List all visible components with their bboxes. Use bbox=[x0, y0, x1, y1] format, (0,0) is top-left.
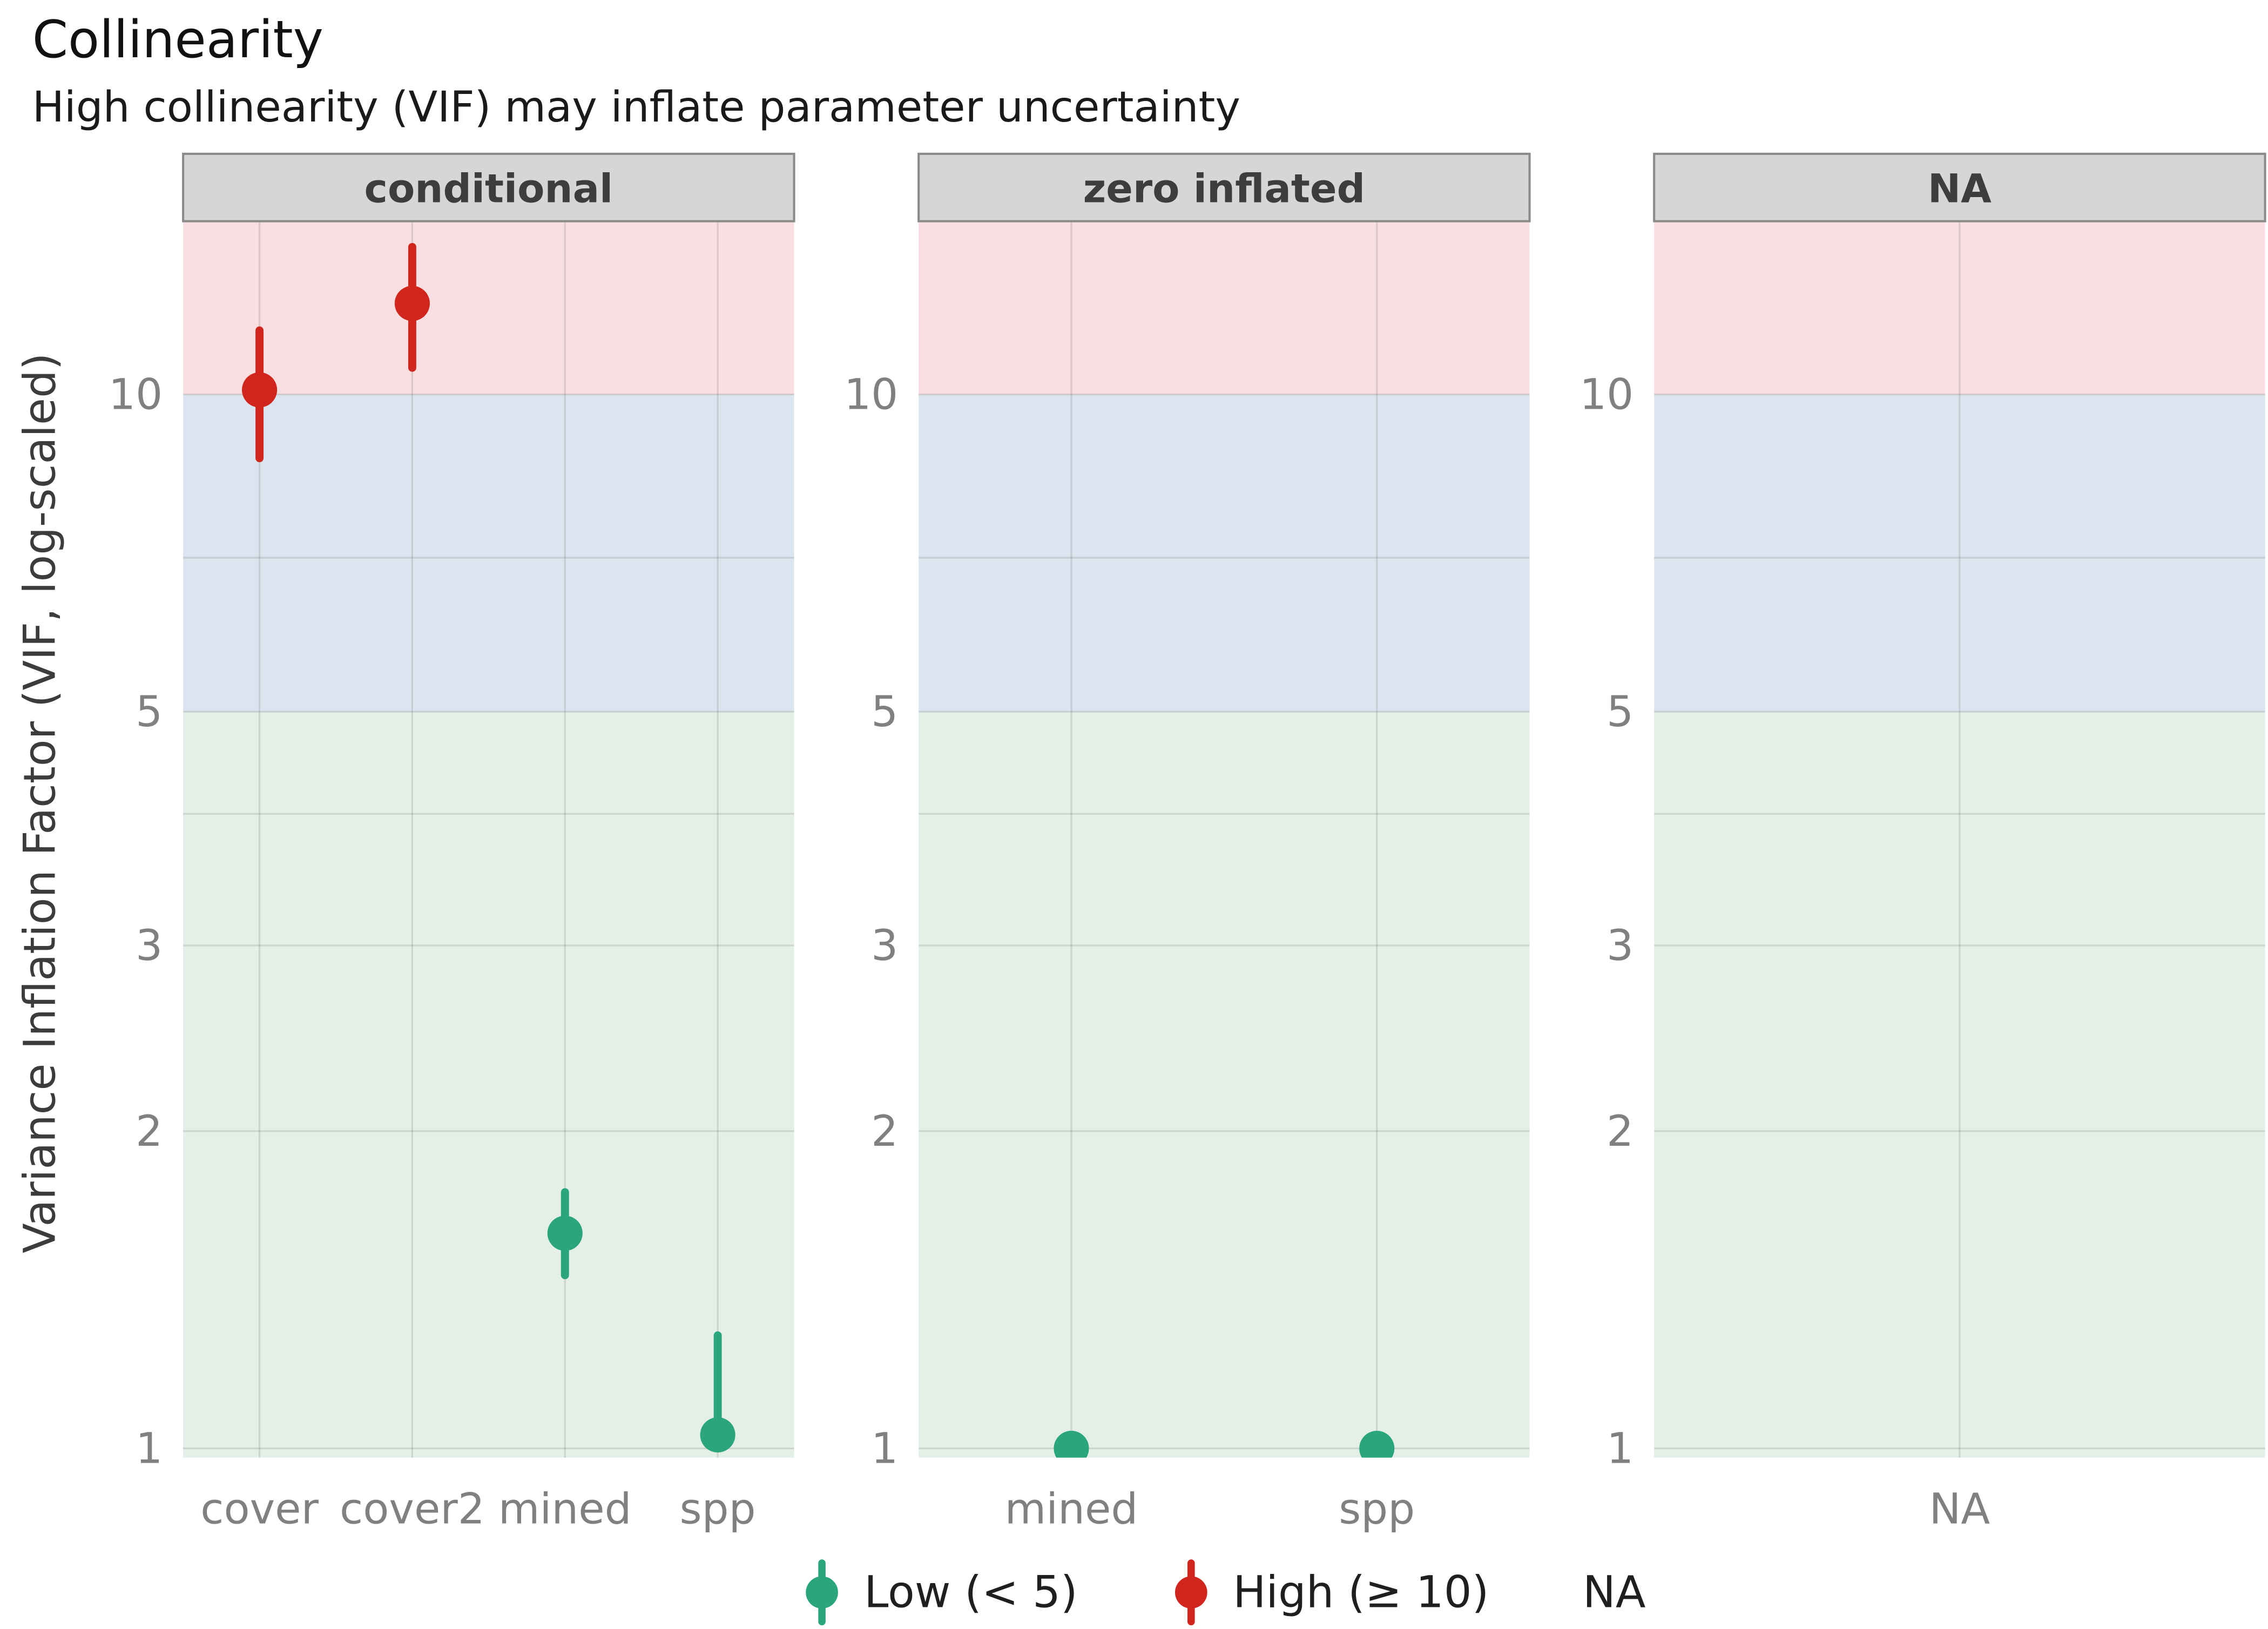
point-spp bbox=[700, 1417, 735, 1452]
y-tick-label: 5 bbox=[1606, 687, 1634, 736]
legend-key-icon bbox=[1174, 1559, 1207, 1626]
legend-item-low: Low (< 5) bbox=[802, 1556, 1078, 1629]
x-category-label: cover bbox=[200, 1484, 319, 1534]
legend-item-high: High (≥ 10) bbox=[1171, 1556, 1489, 1629]
y-tick-label: 10 bbox=[844, 370, 898, 420]
y-tick-label: 1 bbox=[1606, 1423, 1634, 1473]
y-tick-label: 2 bbox=[1606, 1106, 1634, 1156]
y-tick-label: 3 bbox=[871, 921, 898, 970]
x-category-label: cover2 bbox=[340, 1484, 485, 1534]
point-mined bbox=[1054, 1430, 1089, 1458]
y-tick-label: 3 bbox=[136, 921, 163, 970]
point-cover2 bbox=[394, 286, 430, 321]
facet-strip bbox=[1653, 152, 2266, 222]
facet-strip bbox=[917, 152, 1531, 222]
y-tick-label: 2 bbox=[136, 1106, 163, 1156]
y-tick-label: 1 bbox=[136, 1423, 163, 1473]
legend-label: NA bbox=[1582, 1566, 1646, 1618]
y-tick-label: 2 bbox=[871, 1106, 898, 1156]
band-moderate-zone bbox=[919, 394, 1530, 712]
y-tick-label: 5 bbox=[871, 687, 898, 736]
facet-strip-label: NA bbox=[1928, 166, 1992, 212]
facet-strip-label: conditional bbox=[364, 166, 613, 212]
point-mined bbox=[547, 1215, 583, 1251]
band-low-zone bbox=[183, 712, 794, 1458]
y-tick-label: 10 bbox=[109, 370, 163, 420]
x-category-label: spp bbox=[680, 1484, 756, 1534]
x-category-label: NA bbox=[1929, 1484, 1990, 1534]
x-category-label: mined bbox=[498, 1484, 632, 1534]
facet-zero-inflated: zero inflated 1 2 3 5 10 mined spp bbox=[844, 152, 1531, 1534]
y-tick-label: 3 bbox=[1606, 921, 1634, 970]
x-category-label: mined bbox=[1005, 1484, 1138, 1534]
band-high-zone bbox=[1654, 221, 2265, 395]
chart-title: Collinearity bbox=[32, 11, 323, 71]
facet-conditional: conditional 1 2 3 5 10 cover cover2 mined spp bbox=[109, 152, 795, 1534]
band-moderate-zone bbox=[1654, 394, 2265, 712]
point-cover bbox=[242, 372, 278, 408]
legend-item-na: NA bbox=[1583, 1567, 1646, 1618]
legend-key-icon bbox=[805, 1559, 838, 1626]
facet-strip bbox=[182, 152, 795, 222]
band-high-zone bbox=[183, 221, 794, 395]
point-spp bbox=[1359, 1430, 1395, 1458]
band-moderate-zone bbox=[183, 394, 794, 712]
band-high-zone bbox=[919, 221, 1530, 395]
band-low-zone bbox=[1654, 712, 2265, 1458]
legend-label: Low (< 5) bbox=[864, 1566, 1078, 1618]
chart-subtitle: High collinearity (VIF) may inflate para… bbox=[32, 82, 1240, 132]
y-tick-label: 1 bbox=[871, 1423, 898, 1473]
band-low-zone bbox=[919, 712, 1530, 1458]
y-tick-label: 10 bbox=[1580, 370, 1634, 420]
x-category-label: spp bbox=[1339, 1484, 1415, 1534]
legend-label: High (≥ 10) bbox=[1233, 1566, 1489, 1618]
facet-na: NA 1 2 3 5 10 NA bbox=[1580, 152, 2266, 1534]
y-tick-label: 5 bbox=[136, 687, 163, 736]
legend: Low (< 5) High (≥ 10) NA bbox=[183, 1556, 2265, 1629]
facet-strip-label: zero inflated bbox=[1083, 166, 1365, 212]
